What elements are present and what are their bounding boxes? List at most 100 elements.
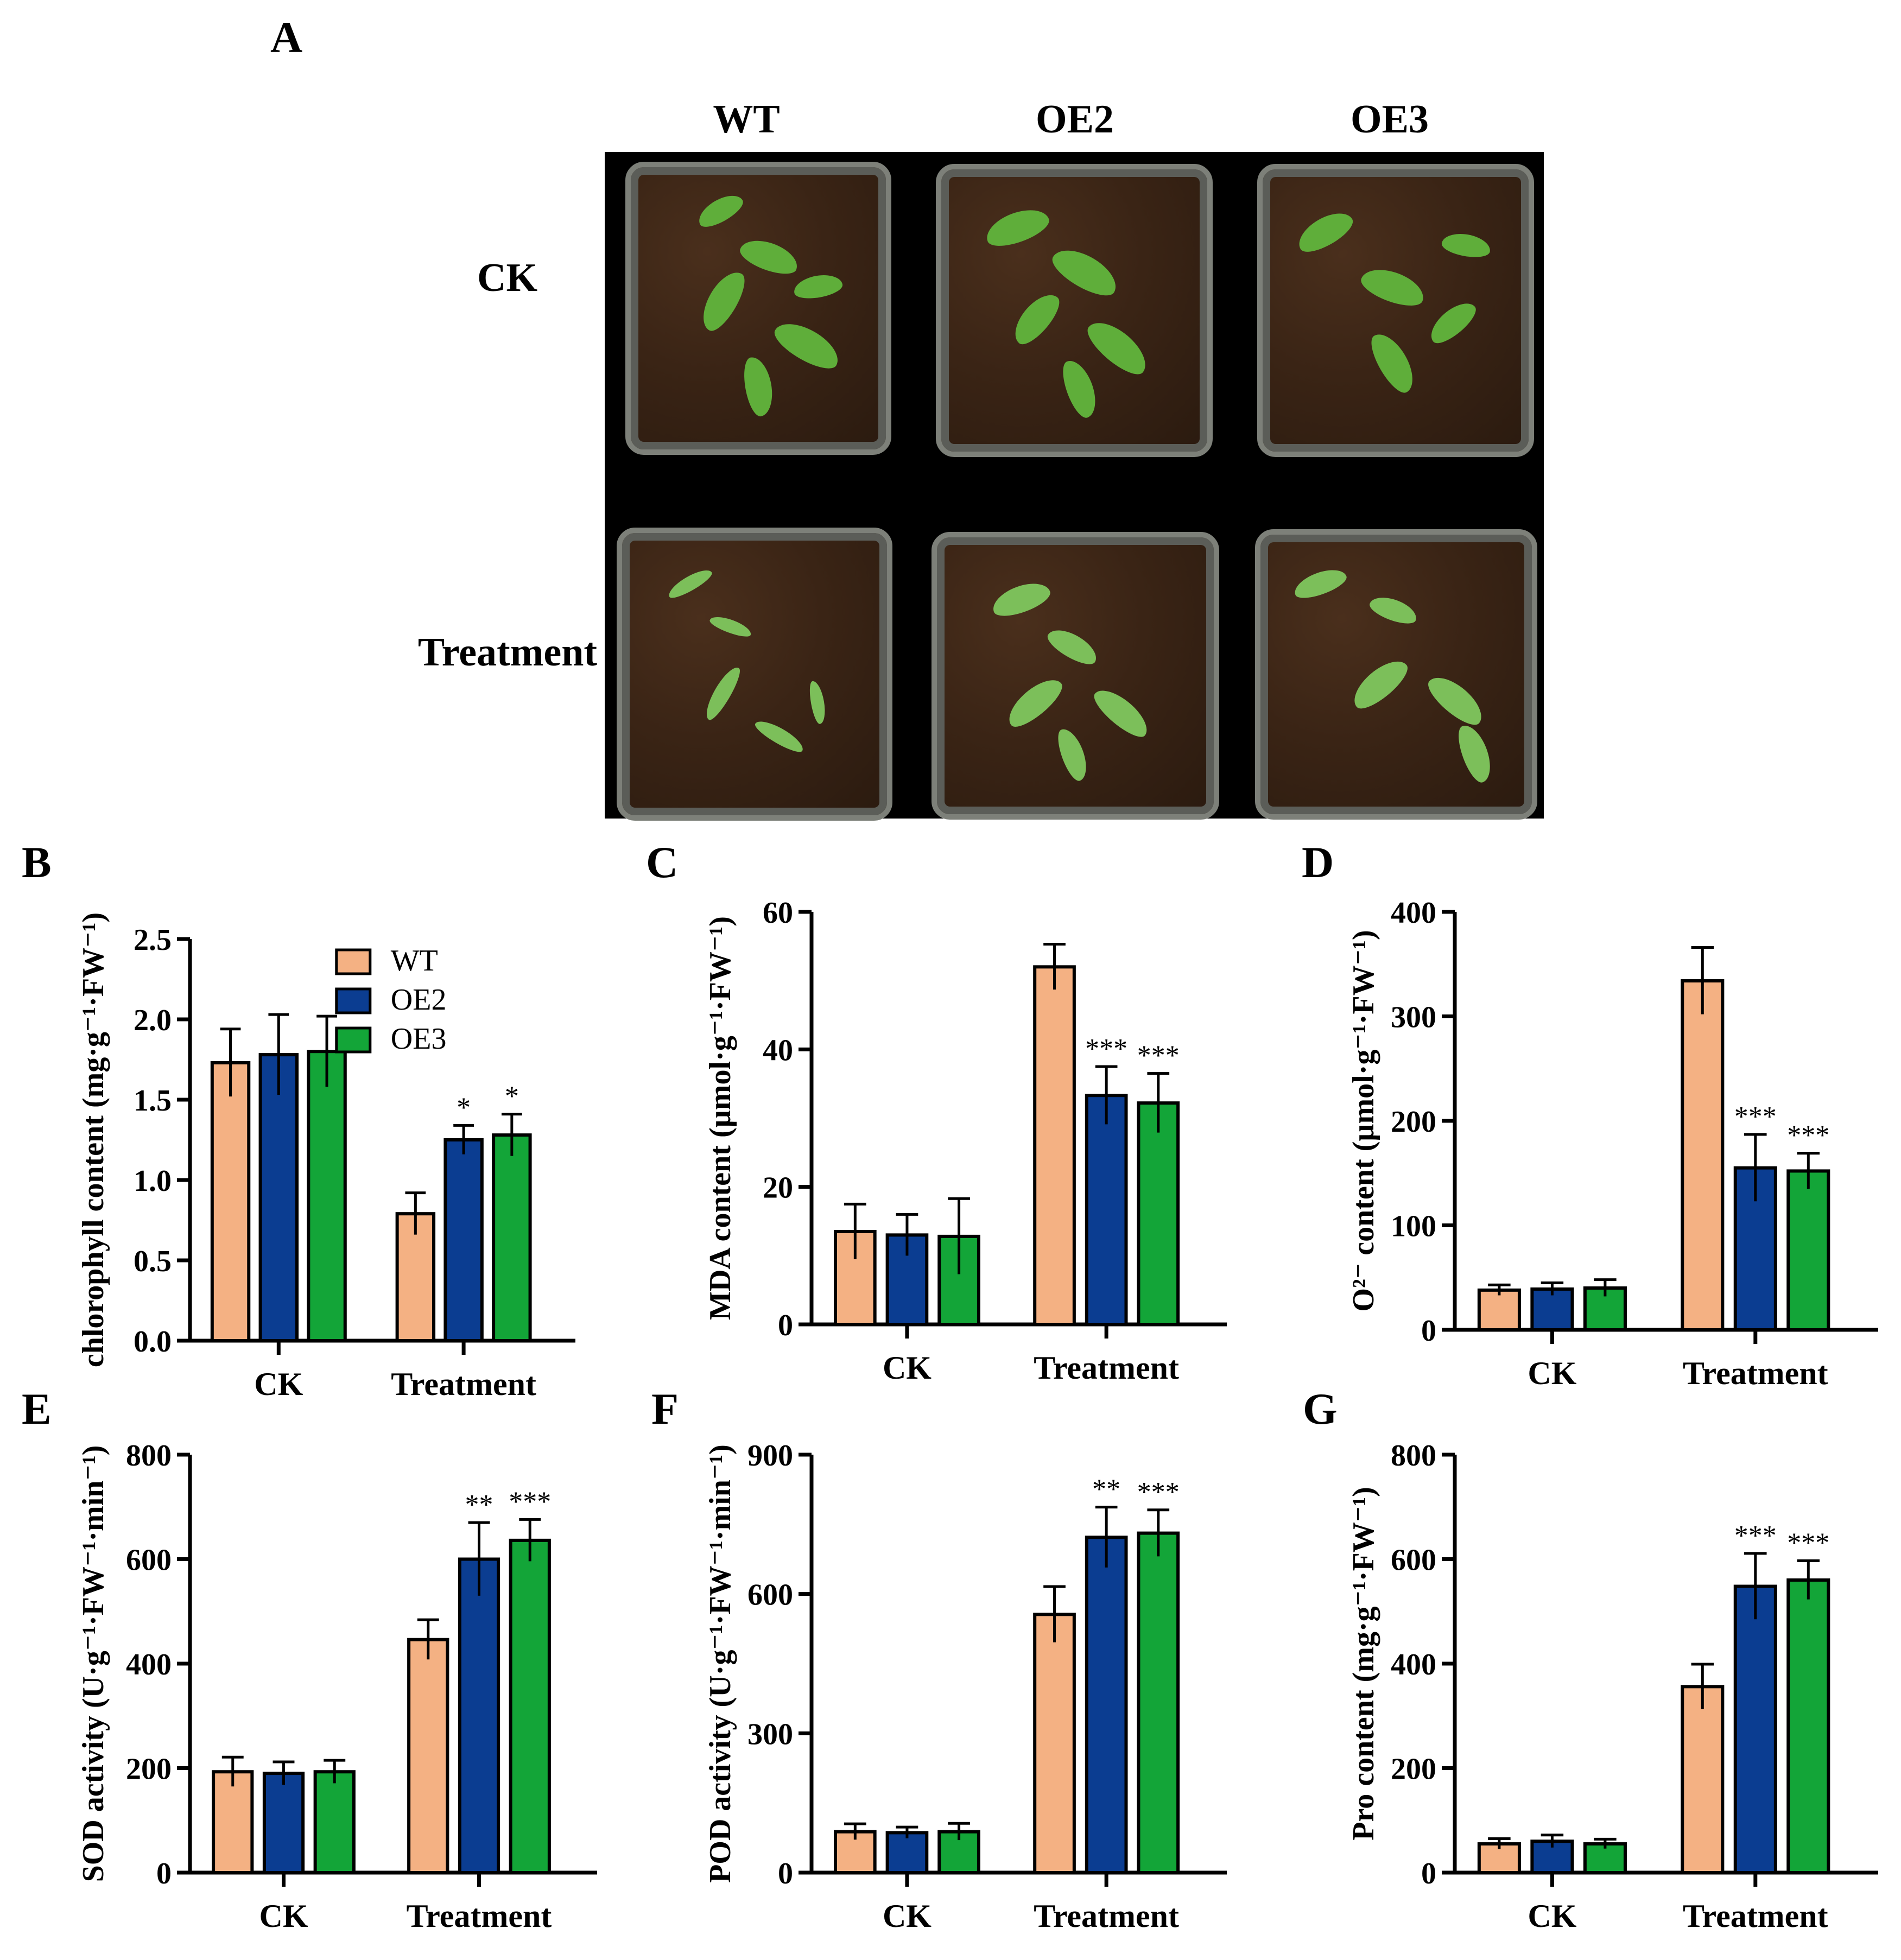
y-tick-label: 0 [1421,1314,1436,1348]
y-tick-label: 1.0 [134,1164,172,1198]
chart-b-chlorophyll: 0.0 0.5 1.0 1.5 2.0 2.5 chlorophyll content (m… [77,912,575,1402]
y-tick-label: 400 [1391,896,1436,930]
significance-mark: *** [1137,1041,1180,1071]
bar [1033,1613,1076,1874]
x-tick-label: Treatment [1683,1355,1828,1391]
y-axis-label: chlorophyll content (mg·g⁻¹·FW⁻¹) [77,912,110,1367]
y-tick-label: 400 [126,1648,172,1682]
bar [1085,1536,1128,1875]
bar [1137,1101,1180,1326]
panel-label-e: E [22,1384,52,1433]
tray-treatment-oe2 [932,532,1219,820]
legend-swatch [335,1026,372,1054]
significance-mark: * [505,1081,519,1112]
chart-g-pro: 0 200 400 600 800 Pro content (mg·g⁻¹·FW⁻¹) CK… [1347,1439,1878,1934]
plant-leaf [1440,230,1492,261]
y-tick-label: 0 [1421,1857,1436,1891]
plant-leaf [740,354,777,418]
y-tick-label: 300 [747,1717,793,1751]
significance-mark: *** [1787,1527,1829,1558]
row-label-ck: CK [477,256,537,300]
plant-leaf [700,663,745,724]
plant-leaf [807,680,828,725]
significance-mark: *** [1085,1033,1127,1064]
plant-photo [605,152,1544,821]
plant-leaf [1081,313,1155,382]
y-tick-label: 0 [778,1857,793,1891]
plant-leaf [1088,682,1155,744]
y-tick-label: 400 [1391,1648,1436,1682]
bar [307,1050,347,1342]
x-tick-label: CK [254,1366,303,1402]
bar [210,1061,251,1343]
panel-label-b: B [22,838,52,887]
plant-leaf [736,233,802,280]
significance-mark: *** [1734,1101,1777,1132]
panel-label-c: C [646,838,679,887]
plant-leaf [981,202,1053,252]
plant-leaf [1001,671,1068,733]
column-label-oe2: OE2 [1036,97,1114,142]
legend-label: WT [391,944,438,978]
x-tick-label: CK [883,1898,932,1934]
plant-leaf [1346,652,1414,715]
y-tick-label: 200 [1391,1753,1436,1786]
x-tick-label: CK [1528,1355,1576,1391]
x-tick-label: Treatment [1683,1898,1828,1934]
plant-leaf [694,265,752,336]
y-tick-label: 0 [156,1857,172,1891]
row-label-treatment: Treatment [417,630,597,675]
significance-mark: *** [1787,1120,1829,1151]
y-tick-label: 600 [1391,1544,1436,1577]
plant-leaf [1357,262,1429,312]
plant-leaf [665,565,715,602]
y-tick-label: 900 [747,1439,793,1473]
tray-ck-oe3 [1257,164,1534,457]
plant-leaf [1453,721,1497,786]
x-tick-label: Treatment [407,1898,552,1934]
plant-leaf [694,189,747,232]
x-tick-label: Treatment [1034,1898,1179,1934]
y-tick-label: 600 [747,1578,793,1612]
bar [212,1770,254,1874]
plant-leaf [1047,240,1124,303]
significance-mark: *** [1137,1477,1180,1508]
legend-label: OE3 [391,1022,447,1056]
plant-leaf [792,271,844,302]
plant-leaf [1364,327,1422,398]
tray-treatment-oe3 [1255,529,1537,820]
plant-leaf [1367,592,1420,629]
tray-ck-wt [625,162,891,455]
y-tick-label: 0.0 [134,1325,172,1359]
bar [492,1133,532,1342]
bar [1681,979,1725,1332]
chart-c-mda: 0 20 40 60 MDA content (µmol·g⁻¹·FW⁻¹) CK Trea… [704,896,1227,1386]
significance-mark: *** [1734,1520,1777,1551]
significance-mark: ** [465,1489,493,1520]
bar [1530,1287,1574,1331]
y-tick-label: 800 [1391,1439,1436,1473]
bar [262,1772,305,1874]
plant-leaf [988,576,1054,622]
bar [407,1638,449,1874]
y-tick-label: 600 [126,1544,172,1577]
plant-leaf [752,715,807,757]
y-tick-label: 100 [1391,1210,1436,1244]
panel-label-a: A [270,12,303,62]
y-tick-label: 2.5 [134,923,172,957]
bar [1733,1584,1777,1874]
panel-label-g: G [1303,1384,1338,1433]
bar [313,1770,356,1874]
plant-leaf [1424,296,1481,349]
bar [1681,1685,1725,1874]
plant-leaf [1053,725,1092,784]
plant-leaf [1422,669,1490,732]
plant-leaf [1292,205,1358,259]
bar [458,1557,500,1874]
plant-leaf [1043,623,1102,670]
x-tick-label: Treatment [1034,1350,1179,1386]
significance-mark: * [457,1092,471,1123]
bar [509,1538,551,1875]
plant-leaf [769,314,846,376]
significance-mark: ** [1092,1474,1120,1505]
